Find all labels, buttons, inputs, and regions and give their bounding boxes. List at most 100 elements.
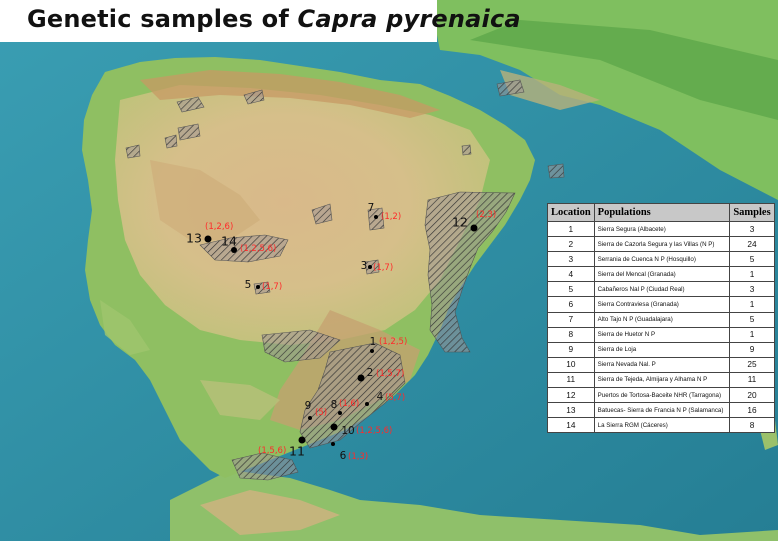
location-dot [338,411,342,415]
table-row: 13 Batuecas- Sierra de Francia N P (Salam… [547,402,775,419]
location-dot [357,374,365,382]
table-row: 3 Serrania de Cuenca N P (Hosquillo) 5 [547,251,775,268]
location-populations: (5) [315,408,328,418]
location-populations: (1,5,6) [258,446,287,456]
cell-samples: 3 [729,220,775,238]
cell-population: Sierra Segura (Albacete) [593,220,731,238]
range-north-4 [177,123,201,141]
range-north-6 [125,144,141,159]
cell-location: 8 [547,326,595,343]
cell-samples: 1 [729,296,775,313]
location-number: 8 [330,399,338,411]
cell-population: Sierra de Loja [593,341,731,358]
location-populations: (1,3) [348,452,369,462]
header-populations: Populations [593,203,731,222]
cell-location: 1 [547,220,595,238]
cell-location: 11 [547,371,595,389]
location-number: 11 [289,443,305,459]
cell-samples: 25 [729,356,775,373]
location-number: 12 [452,214,468,230]
location-dot [374,215,378,219]
table-row: 12 Puertos de Tortosa-Baceite NHR (Tarrag… [547,387,775,404]
location-number: 5 [244,279,252,291]
cell-location: 6 [547,296,595,313]
cell-location: 2 [547,236,595,253]
range-north-1 [176,96,205,113]
location-dot [365,402,369,406]
location-dot [368,265,372,269]
cell-location: 9 [547,341,595,358]
title-text: Genetic samples of [27,5,298,33]
table-row: 9 Sierra de Loja 9 [547,341,775,358]
cell-location: 12 [547,387,595,404]
meseta-plateau [115,85,490,345]
header-samples: Samples [729,203,775,222]
location-populations: (1,6) [339,399,360,409]
table-row: 7 Alto Tajo N P (Guadalajara) 5 [547,311,775,328]
location-number: 14 [221,233,237,249]
cell-population: Sierra de Huetor N P [593,326,731,343]
cell-location: 5 [547,281,595,298]
cell-population: Sierra Nevada Nal. P [593,356,731,373]
cell-population: Puertos de Tortosa-Baceite NHR (Tarragon… [593,387,731,404]
range-cuenca [364,259,380,275]
range-north-3 [496,79,525,97]
range-alto-tajo [367,207,385,231]
table-header-row: Location Populations Samples [547,203,775,222]
location-populations: (1,2,5,6) [356,426,393,436]
cell-samples: 1 [729,326,775,343]
table-row: 6 Sierra Contraviesa (Granada) 1 [547,296,775,313]
cell-population: La Sierra RGM (Cáceres) [593,417,731,434]
table-row: 2 Sierra de Cazorla Segura y las Villas (… [547,236,775,253]
header-location: Location [547,203,595,222]
cell-samples: 8 [729,417,775,434]
cell-location: 10 [547,356,595,373]
location-dot [330,423,338,431]
cell-samples: 9 [729,341,775,358]
location-populations: (1,2,5) [379,337,408,347]
cell-population: Sierra del Mencal (Granada) [593,266,731,283]
location-number: 9 [304,400,312,412]
location-dot [298,436,306,444]
table-row: 1 Sierra Segura (Albacete) 3 [547,220,775,238]
location-populations: (1,2,6) [205,222,234,232]
range-gredos [199,234,289,263]
location-dot [470,224,478,232]
location-number: 1 [369,336,377,348]
location-populations: (1,2,5,6) [240,244,277,254]
cell-location: 4 [547,266,595,283]
range-north-7 [547,163,565,179]
range-north-2 [243,89,265,105]
location-dot [370,349,374,353]
cell-population: Batuecas- Sierra de Francia N P (Salaman… [593,402,731,419]
range-north-8 [461,144,472,156]
cell-location: 3 [547,251,595,268]
location-number: 2 [366,367,374,379]
location-populations: (2,3) [476,210,497,220]
location-number: 10 [341,425,355,437]
cell-samples: 1 [729,266,775,283]
cell-samples: 16 [729,402,775,419]
location-number: 4 [376,391,384,403]
populations-table: Location Populations Samples 1 Sierra Seg… [547,203,775,434]
cell-location: 13 [547,402,595,419]
title-box: Genetic samples of Capra pyrenaica [0,0,521,42]
cell-population: Sierra Contraviesa (Granada) [593,296,731,313]
table-row: 10 Sierra Nevada Nal. P 25 [547,356,775,373]
range-south [299,342,406,449]
title-species: Capra pyrenaica [297,5,521,33]
location-populations: (1,5,7) [376,369,405,379]
cell-samples: 11 [729,371,775,389]
cell-location: 7 [547,311,595,328]
range-andalusia-west [261,329,341,363]
cell-samples: 5 [729,311,775,328]
location-dot [204,235,212,243]
location-dot [331,442,335,446]
range-north-5 [164,134,178,149]
location-number: 3 [360,260,368,272]
africa-land [170,470,778,541]
table-row: 11 Sierra de Tejeda, Almijara y Alhama N … [547,371,775,389]
location-populations: (1,7) [262,282,283,292]
location-dot [256,285,260,289]
